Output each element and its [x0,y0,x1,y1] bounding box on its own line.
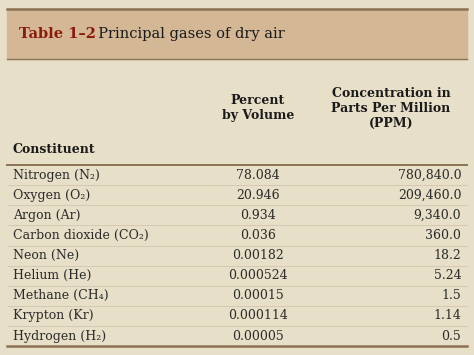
Text: Neon (Ne): Neon (Ne) [13,249,79,262]
Text: Hydrogen (H₂): Hydrogen (H₂) [13,329,106,343]
Text: 9,340.0: 9,340.0 [414,209,461,222]
Text: Methane (CH₄): Methane (CH₄) [13,289,109,302]
Text: 5.24: 5.24 [434,269,461,282]
Text: Table 1–2: Table 1–2 [19,27,96,41]
Text: 20.946: 20.946 [236,189,280,202]
Bar [7,9,467,59]
Text: 209,460.0: 209,460.0 [398,189,461,202]
Text: 0.00005: 0.00005 [232,329,283,343]
Text: 18.2: 18.2 [433,249,461,262]
Text: Argon (Ar): Argon (Ar) [13,209,80,222]
Text: 0.5: 0.5 [441,329,461,343]
Text: Percent
by Volume: Percent by Volume [221,94,294,122]
Text: Helium (He): Helium (He) [13,269,91,282]
Text: 360.0: 360.0 [425,229,461,242]
Text: 0.00015: 0.00015 [232,289,283,302]
Text: 1.14: 1.14 [433,310,461,322]
Text: Concentration in
Parts Per Million
(PPM): Concentration in Parts Per Million (PPM) [331,87,451,130]
Text: Krypton (Kr): Krypton (Kr) [13,310,93,322]
Text: 0.934: 0.934 [240,209,275,222]
Text: 780,840.0: 780,840.0 [398,169,461,182]
Text: Constituent: Constituent [13,143,95,156]
Text: 0.036: 0.036 [240,229,275,242]
Text: 78.084: 78.084 [236,169,280,182]
Text: Nitrogen (N₂): Nitrogen (N₂) [13,169,100,182]
Text: 1.5: 1.5 [441,289,461,302]
Text: 0.00182: 0.00182 [232,249,283,262]
Text: 0.000114: 0.000114 [228,310,288,322]
Text: 0.000524: 0.000524 [228,269,288,282]
Text: Oxygen (O₂): Oxygen (O₂) [13,189,90,202]
Text: Carbon dioxide (CO₂): Carbon dioxide (CO₂) [13,229,148,242]
Text: Principal gases of dry air: Principal gases of dry air [89,27,285,41]
